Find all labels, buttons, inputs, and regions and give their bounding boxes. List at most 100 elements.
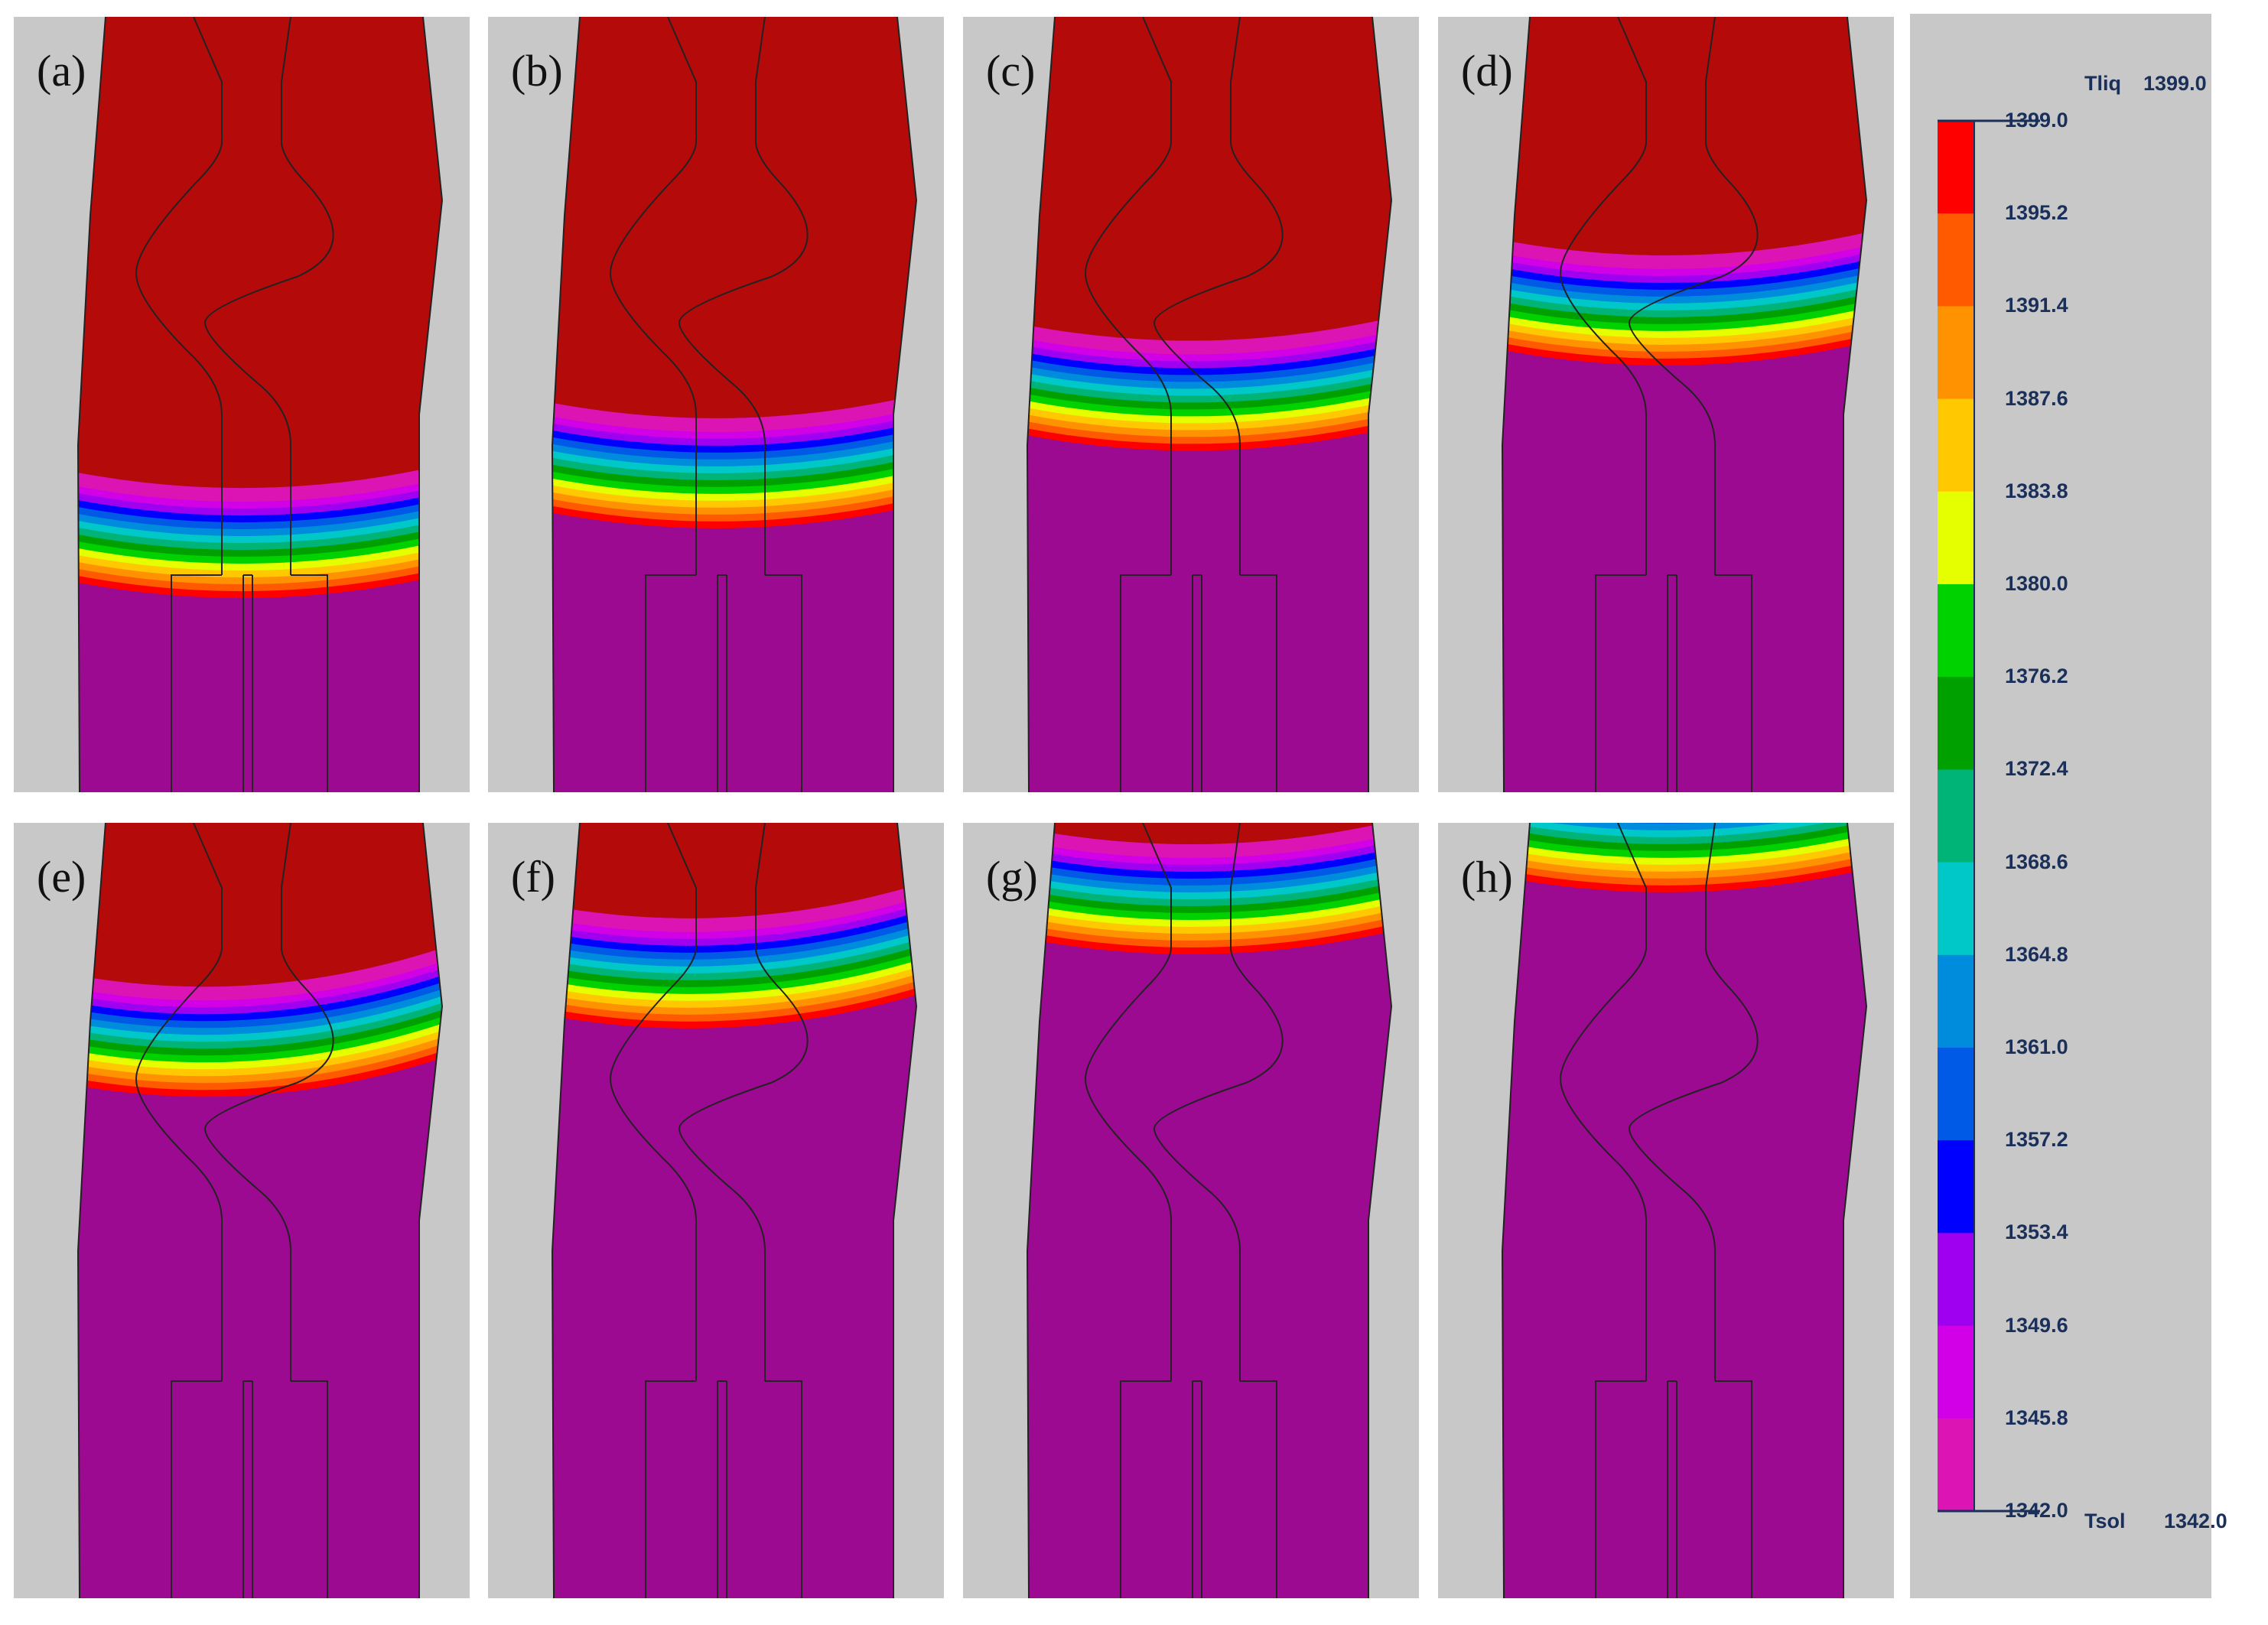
legend-top-value: 1399.0 — [2143, 72, 2207, 95]
legend-tick-label: 1380.0 — [2005, 572, 2068, 595]
isotherm-band — [552, 463, 916, 508]
temperature-field — [1026, 17, 1393, 792]
legend-swatch — [1938, 862, 1974, 956]
legend-tick-label: 1368.6 — [2005, 850, 2068, 873]
temperature-field — [551, 17, 918, 792]
isotherm-band — [78, 479, 442, 523]
mould-outline — [1501, 823, 1868, 1598]
isotherm-band — [78, 534, 442, 578]
mould-outline — [1501, 17, 1868, 792]
gate-channel — [135, 823, 334, 1381]
legend-top-name: Tliq — [2084, 72, 2121, 95]
legend-swatch — [1938, 1418, 1974, 1512]
isotherm-band — [1502, 245, 1866, 290]
liquid-region — [552, 17, 916, 418]
legend-swatch — [1938, 769, 1974, 863]
legend-tick-label: 1342.0 — [2005, 1499, 2068, 1522]
isotherm-band — [1027, 855, 1391, 899]
isotherm-band — [78, 499, 442, 544]
isotherm-band — [1027, 338, 1391, 382]
isotherm-band — [1027, 324, 1391, 369]
starter-block — [171, 574, 328, 792]
legend-tick-label: 1399.0 — [2005, 109, 2068, 132]
gate-channel — [135, 17, 334, 575]
isotherm-band — [1027, 876, 1391, 920]
isotherm-band — [1027, 823, 1391, 865]
temperature-field — [551, 823, 918, 1598]
isotherm-band — [1027, 889, 1391, 934]
mould-outline — [551, 823, 918, 1598]
temperature-field — [76, 17, 444, 792]
isotherm-band — [1027, 903, 1391, 947]
legend-swatch — [1938, 213, 1974, 307]
isotherm-band — [78, 520, 442, 564]
legend-tick-label: 1357.2 — [2005, 1128, 2068, 1152]
isotherm-band — [552, 429, 916, 473]
isotherm-band — [1502, 834, 1866, 879]
panel-label: (a) — [37, 46, 86, 96]
isotherm-band — [1027, 910, 1391, 954]
isotherm-band — [78, 458, 442, 502]
legend-swatch — [1938, 398, 1974, 492]
gate-channel — [1084, 823, 1284, 1381]
legend-swatch — [1938, 306, 1974, 400]
isotherm-band — [1502, 273, 1866, 317]
mould-outline — [1026, 823, 1393, 1598]
isotherm-band — [1502, 259, 1866, 304]
isotherm-band — [1027, 331, 1391, 375]
gate-channel — [1559, 17, 1759, 575]
legend-swatch — [1938, 584, 1974, 678]
panel-h: (h) — [1438, 823, 1894, 1598]
isotherm-band — [1502, 301, 1866, 345]
isotherm-band — [1502, 307, 1866, 352]
isotherm-band — [552, 415, 916, 460]
isotherm-band — [78, 492, 442, 537]
panel-a: (a) — [14, 17, 470, 792]
liquid-region — [78, 823, 442, 987]
isotherm-band — [1502, 823, 1866, 851]
legend-tick-label: 1387.6 — [2005, 386, 2068, 410]
isotherm-band — [1502, 321, 1866, 366]
isotherm-band — [78, 548, 442, 592]
isotherm-band — [1027, 869, 1391, 913]
legend-tick-label: 1353.4 — [2005, 1220, 2068, 1244]
isotherm-band — [1027, 310, 1391, 355]
isotherm-band — [78, 465, 442, 509]
isotherm-band — [1502, 232, 1866, 276]
panel-label: (h) — [1461, 852, 1513, 902]
solid-region — [1502, 823, 1866, 1598]
mould-outline — [76, 823, 444, 1598]
panel-label: (e) — [37, 852, 86, 902]
isotherm-band — [1027, 841, 1391, 886]
isotherm-band — [1502, 266, 1866, 310]
isotherm-band — [1502, 225, 1866, 269]
starter-block — [1595, 574, 1752, 792]
temperature-legend: Tliq 1399.0 Tsol 1342.0 1399.0 1395.2 1391… — [1910, 14, 2227, 1598]
legend-swatch — [1938, 1140, 1974, 1233]
legend-bottom-name: Tsol — [2084, 1510, 2126, 1532]
isotherm-band — [1027, 834, 1391, 879]
panel-b: (b) — [488, 17, 944, 792]
legend-swatch — [1938, 954, 1974, 1048]
isotherm-band — [1027, 862, 1391, 906]
legend-swatch — [1938, 677, 1974, 770]
panel-e: (e) — [14, 823, 470, 1598]
isotherm-band — [1027, 372, 1391, 417]
gate-channel — [1559, 823, 1759, 1381]
isotherm-band — [552, 408, 916, 453]
legend-tick-label: 1395.2 — [2005, 201, 2068, 225]
isotherm-band — [1502, 287, 1866, 331]
isotherm-band — [1027, 393, 1391, 437]
starter-block — [1120, 574, 1277, 792]
legend-swatch — [1938, 1325, 1974, 1419]
legend-tick-label: 1391.4 — [2005, 294, 2068, 317]
starter-block — [645, 574, 802, 792]
liquid-region — [1027, 823, 1391, 844]
starter-block — [645, 1380, 802, 1598]
isotherm-band — [78, 938, 442, 1001]
temperature-field — [1501, 823, 1868, 1598]
isotherm-band — [552, 395, 916, 439]
temperature-field — [1026, 823, 1393, 1598]
isotherm-band — [1027, 366, 1391, 410]
panel-label: (f) — [511, 852, 555, 902]
